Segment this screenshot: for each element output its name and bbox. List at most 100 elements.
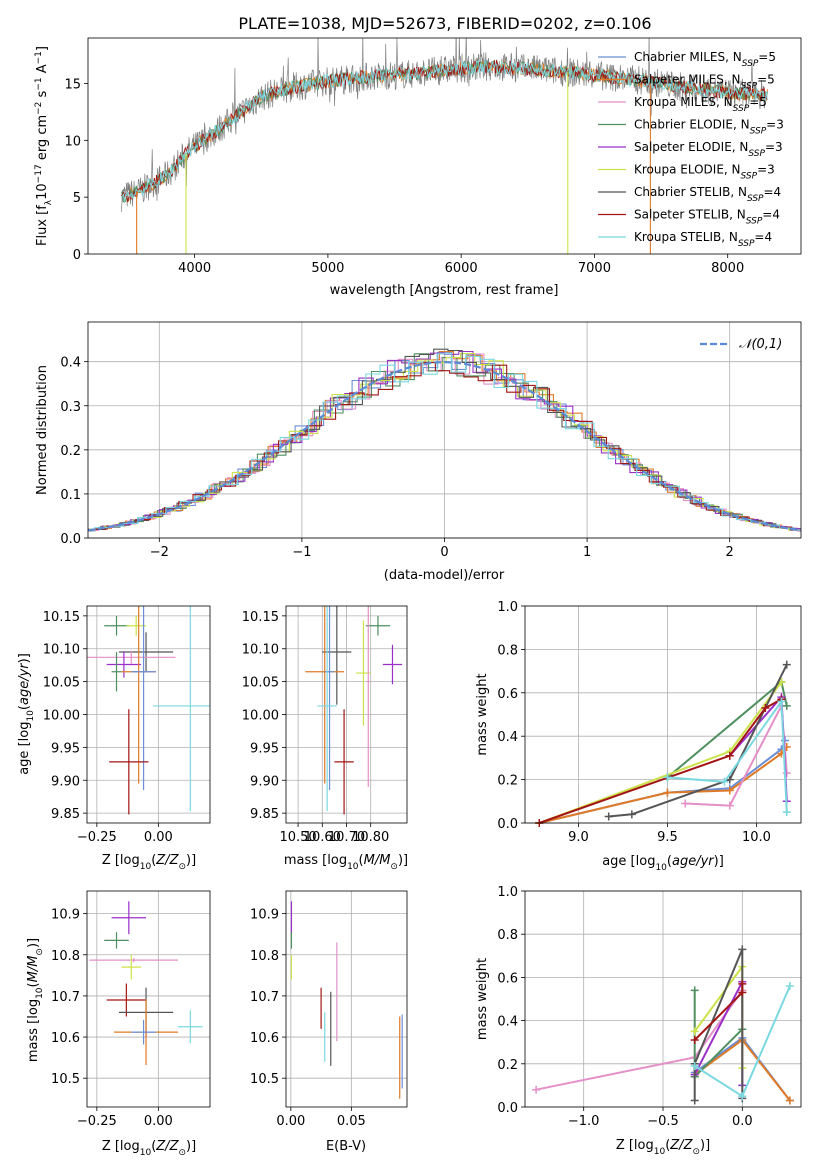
- legend-entry: Salpeter STELIB, NSSP=4: [634, 208, 780, 227]
- weight-marker: [663, 773, 672, 782]
- y-tick-label: 0.0: [497, 1101, 518, 1116]
- figure-title: PLATE=1038, MJD=52673, FIBERID=0202, z=0…: [238, 14, 651, 33]
- weight-marker: [777, 697, 786, 706]
- legend-entry: Kroupa ELODIE, NSSP=3: [634, 163, 775, 182]
- axes-frame: [285, 605, 408, 824]
- y-tick-label: 10.15: [242, 610, 279, 625]
- weight-marker: [761, 703, 770, 712]
- mass-vs-ebv-panel: 0.00 0.05 10.5 10.6 10.7 10.8 10.9 E(B-V): [250, 890, 408, 1154]
- y-tick-label: 10.7: [250, 990, 279, 1005]
- x-tick-label: 0.00: [276, 1114, 305, 1129]
- y-tick-label: 10.00: [242, 709, 279, 724]
- x-tick-label: 9.0: [568, 830, 589, 845]
- legend-entry: Kroupa MILES, NSSP=5: [634, 95, 767, 114]
- weight-marker: [725, 801, 734, 810]
- y-tick-label: 10.15: [43, 610, 80, 625]
- weight-marker: [690, 1027, 699, 1036]
- x-tick-label: 5000: [311, 261, 344, 276]
- errorbars: [89, 901, 203, 1066]
- legend-entry: Chabrier STELIB, NSSP=4: [634, 185, 781, 204]
- y-tick-label: 10.6: [250, 1031, 279, 1046]
- y-tick-label: 0.6: [497, 687, 518, 702]
- y-tick-label: 0.4: [60, 356, 81, 371]
- y-axis-label: Flux [fλ10−17 erg cm−2 s−1 A−1]: [34, 46, 54, 246]
- y-axis-label: mass [log10(M/M⊙)]: [26, 938, 45, 1062]
- x-tick-label: 0.00: [144, 830, 173, 845]
- axes-frame: [87, 321, 802, 539]
- y-tick-label: 10.9: [51, 908, 80, 923]
- y-tick-label: 10.05: [43, 676, 80, 691]
- y-tick-label: 10.7: [51, 990, 80, 1005]
- mass-weight-vs-age-panel: 9.0 9.5 10.0 0.0 0.2 0.4 0.6 0.8 1.0 age [log10(a…: [475, 600, 802, 873]
- axes-frame: [524, 890, 802, 1108]
- weight-marker: [738, 1092, 747, 1101]
- x-tick-label: −2: [150, 545, 169, 560]
- y-tick-label: 1.0: [497, 885, 518, 900]
- y-axis-label: Normed distribution: [35, 365, 50, 495]
- legend-entry: Chabrier MILES, NSSP=5: [634, 50, 776, 69]
- x-axis-label: age [log10(age/yr)]: [602, 854, 724, 873]
- legend-entry: 𝒩(0,1): [739, 337, 782, 352]
- y-tick-label: 0.0: [60, 532, 81, 547]
- weight-marker: [532, 1085, 541, 1094]
- y-axis-label: mass weight: [475, 958, 490, 1040]
- weight-marker: [782, 660, 791, 669]
- axes-frame: [86, 605, 211, 824]
- histogram-step: [88, 348, 801, 532]
- axes-frame: [87, 37, 802, 255]
- y-axis-label: mass weight: [475, 673, 490, 755]
- legend-entry: Salpeter MILES, NSSP=5: [634, 73, 775, 92]
- y-tick-label: 0.8: [497, 643, 518, 658]
- errorbars: [290, 901, 403, 1099]
- weight-marker: [782, 701, 791, 710]
- axes-frame: [524, 605, 802, 824]
- y-tick-label: 10.10: [43, 643, 80, 658]
- y-tick-label: 9.85: [51, 807, 80, 822]
- weight-marker: [681, 799, 690, 808]
- x-tick-label: −0.25: [77, 1114, 117, 1129]
- spectrum-panel: 4000 5000 6000 7000 8000 0 5 10 15 Chabrier MILES…: [34, 37, 802, 298]
- weight-line: [538, 746, 788, 824]
- x-axis-label: (data-model)/error: [384, 568, 505, 583]
- weight-marker: [738, 945, 747, 954]
- weight-marker: [690, 986, 699, 995]
- observed-spectrum: [120, 38, 768, 212]
- y-tick-label: 0.8: [497, 928, 518, 943]
- axes-frame: [86, 890, 211, 1108]
- y-tick-label: 0: [73, 248, 81, 263]
- y-tick-label: 1.0: [497, 600, 518, 615]
- weight-marker: [738, 979, 747, 988]
- model-spectrum: [121, 59, 768, 202]
- errorbars: [87, 606, 210, 815]
- x-axis-label: mass [log10(M/M⊙)]: [284, 853, 408, 872]
- x-tick-label: 10.60: [304, 830, 341, 845]
- x-tick-label: 0.0: [732, 1114, 753, 1129]
- y-tick-label: 5: [73, 191, 81, 206]
- y-tick-label: 10.5: [250, 1072, 279, 1087]
- y-tick-label: 9.95: [51, 741, 80, 756]
- x-tick-label: 10.70: [328, 830, 365, 845]
- normal-curve: [88, 360, 801, 532]
- age-vs-Z-panel: −0.25 0.00 9.85 9.90 9.95 10.00 10.05 10.10 10.1…: [17, 605, 211, 872]
- x-tick-label: 10.50: [279, 830, 316, 845]
- weight-marker: [720, 777, 729, 786]
- mass-vs-Z-panel: −0.25 0.00 10.5 10.6 10.7 10.8 10.9 Z [log10(Z/…: [26, 890, 211, 1158]
- y-tick-label: 0.2: [497, 774, 518, 789]
- histograms: [88, 348, 801, 532]
- y-tick-label: 10.10: [242, 643, 279, 658]
- x-tick-label: 0: [440, 545, 448, 560]
- x-tick-label: 8000: [711, 261, 744, 276]
- weight-line: [538, 698, 782, 824]
- y-tick-label: 10.9: [250, 908, 279, 923]
- x-tick-label: −0.5: [647, 1114, 679, 1129]
- weight-marker: [785, 982, 794, 991]
- weight-line: [608, 664, 788, 818]
- y-tick-label: 10: [64, 134, 81, 149]
- y-tick-label: 0.4: [497, 730, 518, 745]
- x-axis-label: E(B-V): [326, 1139, 366, 1154]
- y-tick-label: 0.6: [497, 971, 518, 986]
- y-tick-label: 9.85: [250, 807, 279, 822]
- axes-frame: [285, 890, 408, 1108]
- legend-entry: Salpeter ELODIE, NSSP=3: [634, 140, 783, 159]
